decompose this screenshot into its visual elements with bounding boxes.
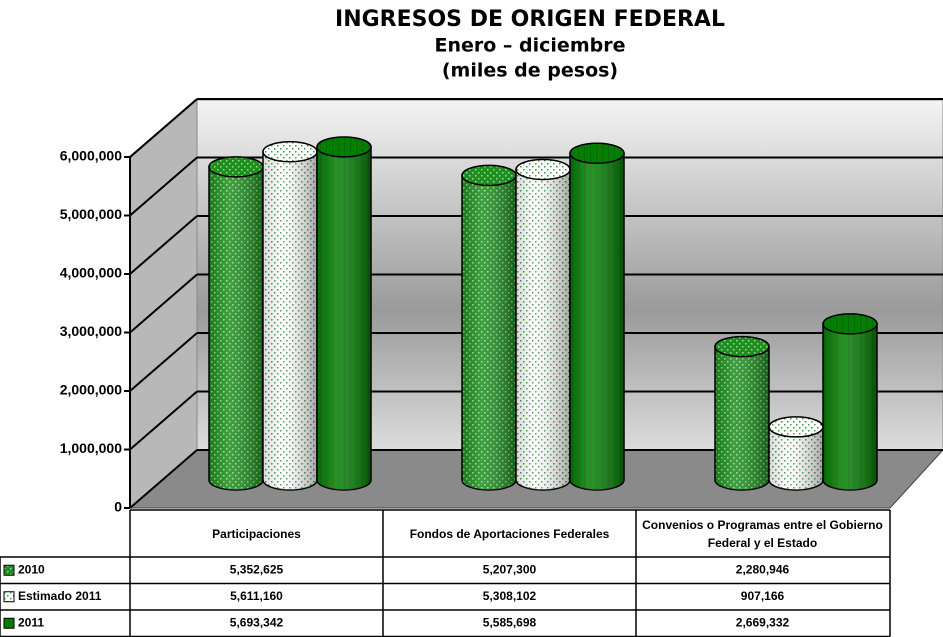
cylinder-top	[515, 158, 571, 181]
value-label: 2,280,946	[736, 562, 790, 576]
value-label: 5,611,160	[230, 589, 283, 603]
cylinder-shade	[715, 346, 769, 490]
header-cell: Convenios o Programas entre el Gobierno …	[642, 517, 883, 550]
cylinder-shade	[209, 166, 263, 490]
cylinder	[461, 164, 517, 491]
y-tick-label: 3,000,000	[60, 323, 122, 339]
grid-line	[129, 273, 198, 334]
y-tick-label: 0	[114, 499, 122, 515]
cylinder-top	[822, 313, 878, 335]
category-label: Convenios o Programas entre el Gobierno …	[642, 517, 883, 550]
value-label: 5,352,625	[230, 562, 284, 576]
value-label: 5,207,300	[483, 562, 537, 576]
cylinder	[714, 335, 770, 491]
grid-line	[129, 332, 198, 392]
value-label: 2,669,332	[736, 615, 790, 629]
legend-swatch	[3, 564, 15, 576]
category-label: Participaciones	[212, 526, 301, 541]
chart-title: INGRESOS DE ORIGEN FEDERAL	[335, 7, 725, 32]
cylinder-top	[262, 140, 318, 163]
bars	[208, 136, 878, 491]
y-tick-label: 1,000,000	[60, 440, 122, 456]
cylinder-shade	[263, 151, 317, 491]
cylinder-top	[461, 164, 517, 187]
y-tick-label: 2,000,000	[60, 382, 122, 398]
cylinder-top	[316, 136, 372, 158]
cylinder-shade	[823, 323, 877, 490]
cylinder-top	[208, 156, 264, 178]
legend-swatch	[3, 591, 15, 603]
value-label: 5,693,342	[230, 615, 284, 629]
cylinder-shade	[516, 169, 570, 491]
header-cell: Fondos de Aportaciones Federales	[409, 526, 610, 541]
y-tick-label: 4,000,000	[60, 265, 122, 281]
cylinder	[208, 156, 264, 491]
category-label: Fondos de Aportaciones Federales	[409, 526, 610, 541]
y-tick-label: 5,000,000	[60, 206, 122, 222]
value-label: 5,585,698	[483, 615, 537, 629]
legend-label: Estimado 2011	[18, 589, 102, 603]
cylinder	[316, 136, 372, 491]
cylinder-top	[569, 142, 625, 164]
legend-label: 2010	[18, 562, 45, 576]
data-table: Participaciones Fondos de Aportaciones Fe…	[0, 509, 891, 637]
legend-swatch	[3, 617, 15, 629]
cylinder	[515, 158, 571, 491]
cylinder	[569, 142, 625, 491]
legend-label: 2011	[18, 615, 44, 629]
grid-line	[129, 449, 198, 509]
chart-subtitle: Enero – diciembre	[435, 35, 626, 57]
cylinder-top	[714, 335, 770, 358]
cylinder	[822, 313, 878, 491]
cylinder-top	[768, 416, 824, 438]
grid-line	[129, 98, 198, 158]
cylinder	[768, 416, 824, 491]
grid-line	[129, 390, 198, 451]
grid-line	[129, 215, 198, 275]
cylinder-shade	[570, 153, 624, 490]
cylinder	[262, 140, 318, 491]
cylinder-shade	[317, 146, 371, 490]
grid-line	[129, 156, 198, 217]
cylinder-shade	[462, 175, 516, 490]
header-cell: Participaciones	[212, 526, 301, 541]
value-label: 5,308,102	[483, 589, 537, 603]
cylinder-shade	[769, 426, 823, 490]
value-label: 907,166	[741, 589, 785, 603]
unit-label: (miles de pesos)	[442, 60, 618, 82]
y-tick-label: 6,000,000	[60, 148, 122, 164]
